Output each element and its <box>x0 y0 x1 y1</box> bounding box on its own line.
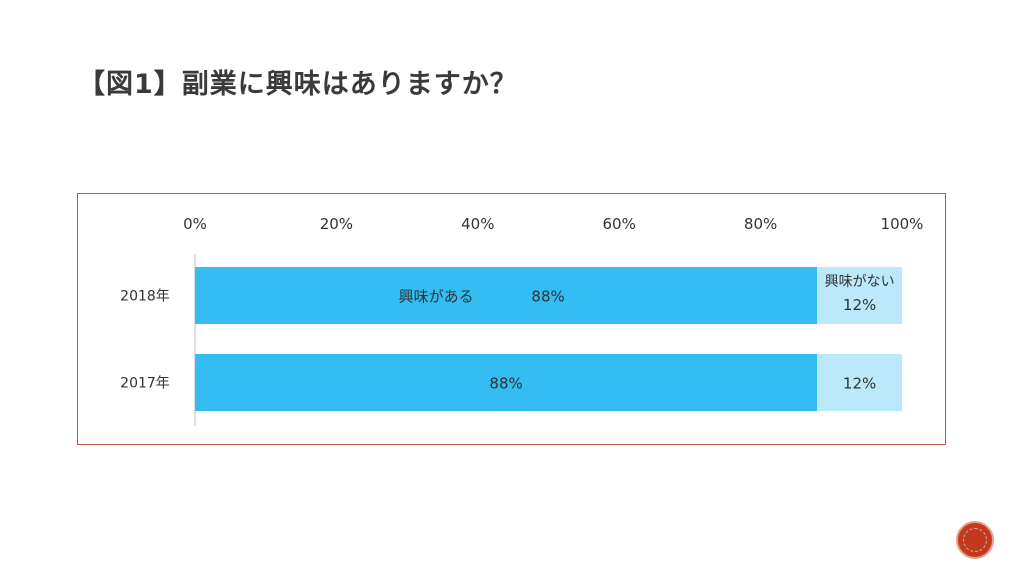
stacked-bar-chart: 0% 20% 40% 60% 80% 100% 2018年 興味がある 88% 興味がない 12% 2… <box>120 215 924 426</box>
category-label: 2018年 <box>120 289 170 305</box>
x-tick-label: 20% <box>320 215 353 233</box>
bar-segment <box>817 354 902 411</box>
category-label: 2017年 <box>120 376 170 392</box>
x-tick-label: 60% <box>603 215 636 233</box>
bar-segment <box>195 267 818 324</box>
data-label: 12% <box>843 375 876 393</box>
page-number-badge <box>956 521 994 559</box>
chart-frame: 0% 20% 40% 60% 80% 100% 2018年 興味がある 88% 興味がない 12% 2… <box>77 193 946 445</box>
series-name-label: 興味がない <box>825 274 895 290</box>
x-tick-label: 40% <box>461 215 494 233</box>
x-tick-label: 80% <box>744 215 777 233</box>
series-name-label: 興味がある <box>399 288 474 306</box>
data-label: 88% <box>531 288 564 306</box>
bar-segment <box>817 267 902 324</box>
slide-title: 【図1】副業に興味はありますか？ <box>78 69 518 100</box>
bar-segment <box>195 354 818 411</box>
x-tick-label: 100% <box>881 215 924 233</box>
data-label: 12% <box>843 296 876 314</box>
x-tick-label: 0% <box>183 215 207 233</box>
data-label: 88% <box>489 375 522 393</box>
